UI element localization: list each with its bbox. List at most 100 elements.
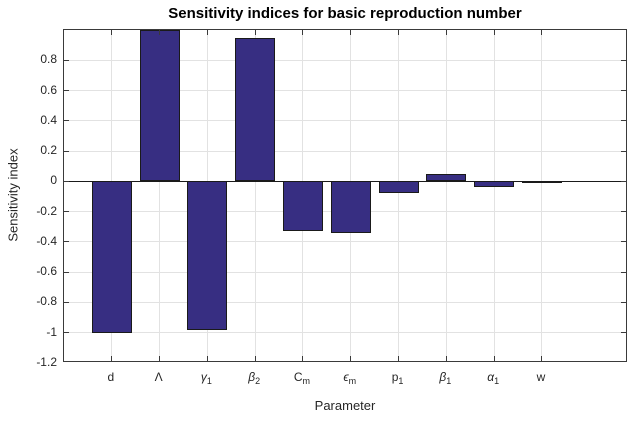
x-tick-mark (445, 356, 447, 361)
h-gridline (64, 120, 626, 122)
bar-alpha1 (474, 181, 515, 188)
h-gridline (64, 271, 626, 273)
y-tick-mark (621, 150, 626, 152)
x-axis-label: Parameter (314, 398, 376, 413)
y-tick-label: -0.4 (36, 233, 57, 248)
x-tick-sub: 1 (446, 376, 452, 386)
x-tick-sub: 2 (255, 376, 261, 386)
y-tick-mark (621, 90, 626, 92)
h-gridline (64, 90, 626, 92)
x-tick-label: ϵm (343, 370, 357, 386)
h-gridline (64, 241, 626, 243)
x-tick-label: β1 (439, 370, 452, 386)
y-tick-mark (621, 301, 626, 303)
x-tick-mark (206, 356, 208, 361)
bar-beta1 (426, 173, 467, 182)
v-gridline (398, 30, 400, 361)
x-tick-label: β2 (248, 370, 261, 386)
x-tick-base: w (536, 370, 546, 384)
y-tick-mark (621, 180, 626, 182)
x-tick-sub: m (348, 376, 357, 386)
y-tick-label: 0.2 (40, 143, 57, 158)
y-tick-label: 0.4 (40, 112, 57, 127)
x-tick-mark (206, 30, 208, 35)
y-tick-mark (621, 59, 626, 61)
y-tick-label: 0.8 (40, 52, 57, 67)
y-tick-label: -1.2 (36, 355, 57, 369)
v-gridline (493, 30, 495, 361)
y-tick-mark (64, 120, 69, 122)
y-tick-mark (64, 332, 69, 334)
x-tick-base: α (487, 370, 495, 384)
bar-p1 (378, 181, 419, 194)
y-tick-mark (64, 150, 69, 152)
y-tick-label: 0 (50, 173, 57, 188)
h-gridline (64, 150, 626, 152)
y-tick-label: 0.6 (40, 82, 57, 97)
y-tick-label: -0.6 (36, 264, 57, 279)
y-tick-mark (621, 120, 626, 122)
y-tick-label: -0.2 (36, 203, 57, 218)
x-tick-base: β (248, 370, 256, 384)
x-tick-label: p1 (391, 370, 404, 386)
x-tick-mark (445, 30, 447, 35)
x-tick-mark (398, 30, 400, 35)
bar-beta2 (235, 37, 276, 182)
y-tick-mark (64, 241, 69, 243)
bar-gamma1 (187, 181, 228, 330)
x-tick-sub: m (302, 376, 311, 386)
x-tick-sub: 1 (206, 376, 212, 386)
y-tick-mark (64, 211, 69, 213)
x-tick-mark (493, 356, 495, 361)
y-tick-label: -1 (46, 324, 57, 339)
x-tick-mark (159, 30, 161, 35)
x-tick-base: ϵ (343, 370, 349, 384)
x-tick-mark (541, 356, 543, 361)
y-tick-mark (621, 332, 626, 334)
x-tick-base: γ (200, 370, 207, 384)
x-tick-label: Cm (293, 370, 311, 386)
y-axis-label: Sensitivity index (5, 148, 21, 242)
chart-title: Sensitivity indices for basic reproducti… (168, 5, 522, 22)
h-gridline (64, 59, 626, 61)
y-tick-mark (64, 90, 69, 92)
x-tick-mark (254, 30, 256, 35)
bar-epsilonm (330, 181, 371, 233)
v-gridline (541, 30, 543, 361)
x-tick-base: p (391, 370, 399, 384)
x-tick-mark (541, 30, 543, 35)
x-tick-base: Λ (154, 370, 163, 384)
y-tick-mark (64, 271, 69, 273)
h-gridline (64, 332, 626, 334)
x-tick-mark (493, 30, 495, 35)
x-tick-mark (302, 356, 304, 361)
x-tick-base: β (439, 370, 447, 384)
v-gridline (445, 30, 447, 361)
x-tick-mark (350, 30, 352, 35)
bar-lambda (139, 30, 180, 182)
x-tick-sub: 1 (398, 376, 404, 386)
x-tick-label: Λ (155, 370, 163, 384)
v-gridline (254, 30, 256, 361)
x-tick-label: α1 (487, 370, 500, 386)
y-tick-mark (621, 211, 626, 213)
x-tick-mark (398, 356, 400, 361)
y-tick-mark (64, 59, 69, 61)
x-tick-sub: 1 (494, 376, 500, 386)
x-tick-base: d (107, 370, 115, 384)
x-tick-base: C (293, 370, 303, 384)
y-tick-mark (64, 301, 69, 303)
x-tick-mark (350, 356, 352, 361)
bar-w (521, 181, 562, 184)
bar-Cm (282, 181, 323, 232)
x-tick-mark (111, 30, 113, 35)
x-tick-mark (302, 30, 304, 35)
x-tick-mark (254, 356, 256, 361)
x-tick-label: w (537, 370, 546, 384)
y-tick-label: -0.8 (36, 294, 57, 309)
x-tick-label: γ1 (200, 370, 212, 386)
x-tick-label: d (107, 370, 114, 384)
h-gridline (64, 301, 626, 303)
y-tick-mark (621, 271, 626, 273)
